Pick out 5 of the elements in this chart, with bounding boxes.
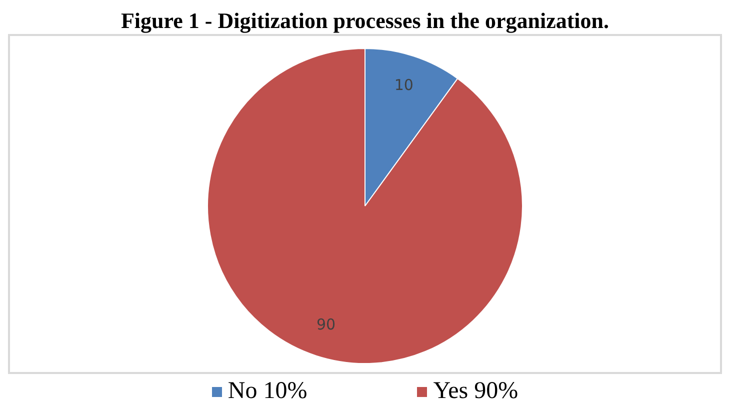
data-label: 10: [394, 76, 414, 94]
data-label: 90: [316, 316, 336, 334]
chart-title: Figure 1 - Digitization processes in the organization.: [120, 8, 610, 34]
legend-label: No 10%: [228, 378, 308, 405]
legend-label: Yes 90%: [433, 378, 518, 405]
